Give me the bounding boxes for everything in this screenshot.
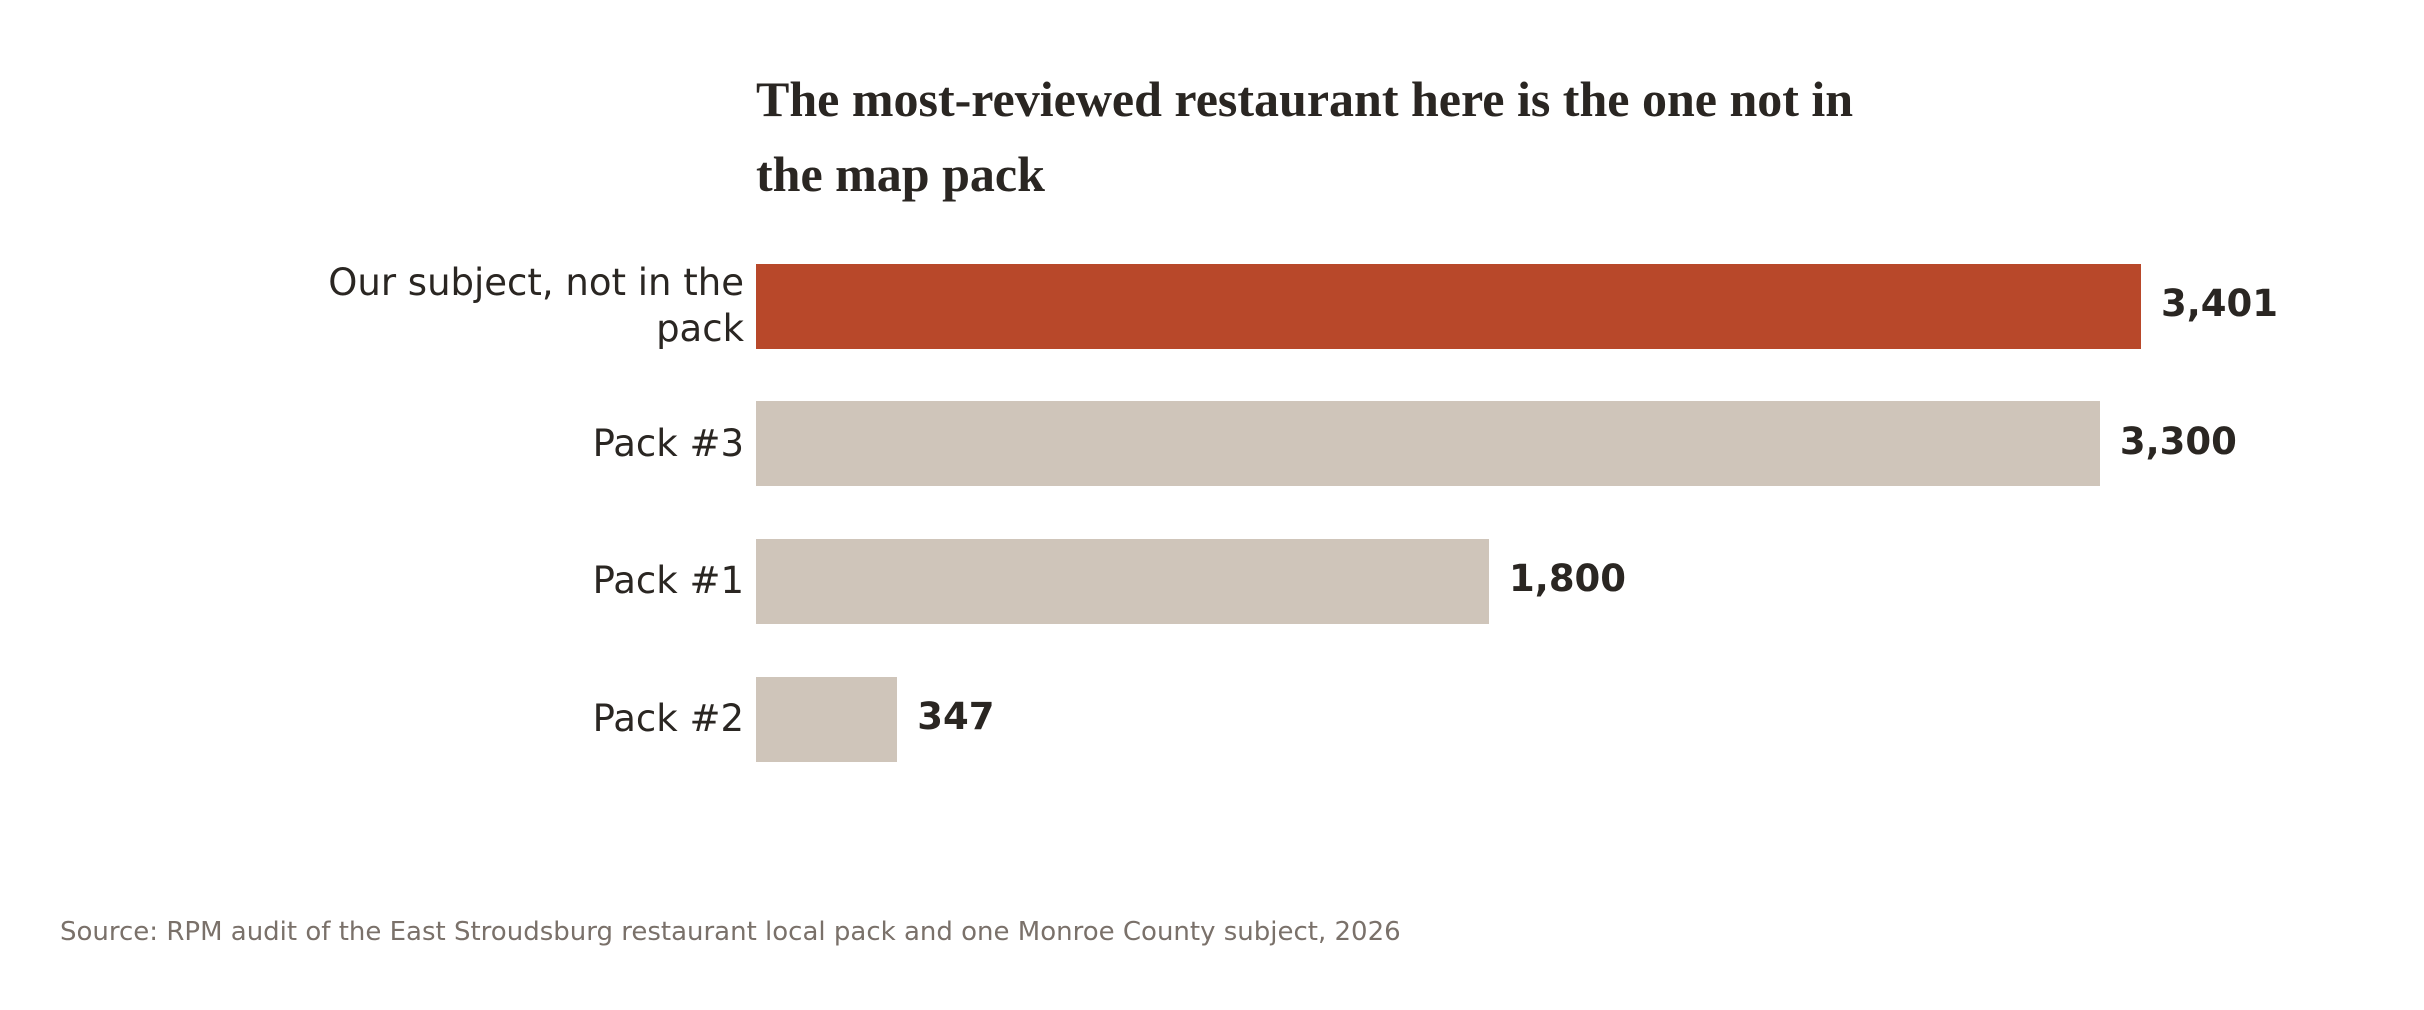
y-tick-label: Pack #1 — [592, 559, 744, 603]
value-label: 347 — [917, 695, 995, 739]
y-tick-label: Our subject, not in the pack — [328, 261, 744, 350]
value-label: 3,300 — [2119, 419, 2237, 463]
y-tick-label: Pack #2 — [592, 697, 744, 741]
bar — [756, 676, 898, 762]
source-note: Source: RPM audit of the East Stroudsbur… — [60, 917, 1401, 947]
bar — [756, 538, 1490, 624]
bar — [756, 401, 2100, 487]
value-label: 3,401 — [2161, 282, 2279, 325]
chart-title: The most-reviewed restaurant here is the… — [756, 71, 1854, 202]
y-tick-label: Pack #3 — [592, 421, 744, 465]
value-label: 1,800 — [1509, 557, 1627, 601]
bar — [756, 263, 2141, 349]
